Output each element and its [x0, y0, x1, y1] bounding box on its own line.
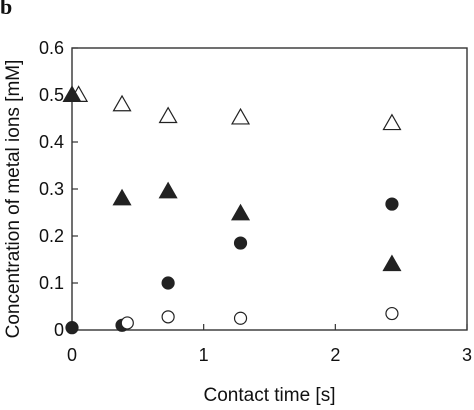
plot-area [71, 47, 468, 331]
x-tick-label: 2 [330, 345, 340, 365]
data-point-circle-open [120, 316, 134, 330]
x-tick-label: 1 [199, 345, 209, 365]
data-point-triangle-open [230, 107, 251, 125]
data-point-triangle-filled [382, 254, 402, 272]
y-tick-label: 0.1 [39, 273, 64, 293]
data-point-triangle-open [158, 106, 178, 124]
data-point-circle-filled [233, 236, 248, 250]
data-point-circle-filled [161, 276, 175, 290]
data-point-triangle-filled [62, 85, 82, 102]
x-axis-label: Contact time [s] [204, 385, 336, 405]
data-point-circle-open [385, 306, 399, 321]
data-point-circle-filled [65, 321, 79, 335]
data-point-triangle-filled [112, 188, 132, 206]
x-tick-label: 3 [462, 345, 472, 365]
y-tick-label: 0.3 [39, 179, 64, 199]
x-tick-label: 0 [67, 345, 77, 365]
data-point-triangle-open [112, 94, 132, 112]
data-point-triangle-open [382, 113, 402, 131]
data-point-circle-open [161, 310, 175, 324]
data-point-circle-filled [385, 197, 399, 211]
data-point-circle-open [233, 311, 248, 325]
data-point-triangle-filled [158, 181, 178, 199]
y-tick-label: 0.4 [39, 132, 64, 152]
y-axis-label: Concentration of metal ions [mM] [3, 60, 24, 339]
y-tick-label: 0.2 [39, 226, 64, 246]
y-tick-label: 0.5 [39, 85, 64, 105]
y-tick-label: 0 [54, 320, 64, 340]
data-point-triangle-filled [230, 203, 251, 221]
panel-label: b [0, 0, 12, 19]
data-points [62, 85, 402, 335]
y-tick-label: 0.6 [39, 38, 64, 58]
